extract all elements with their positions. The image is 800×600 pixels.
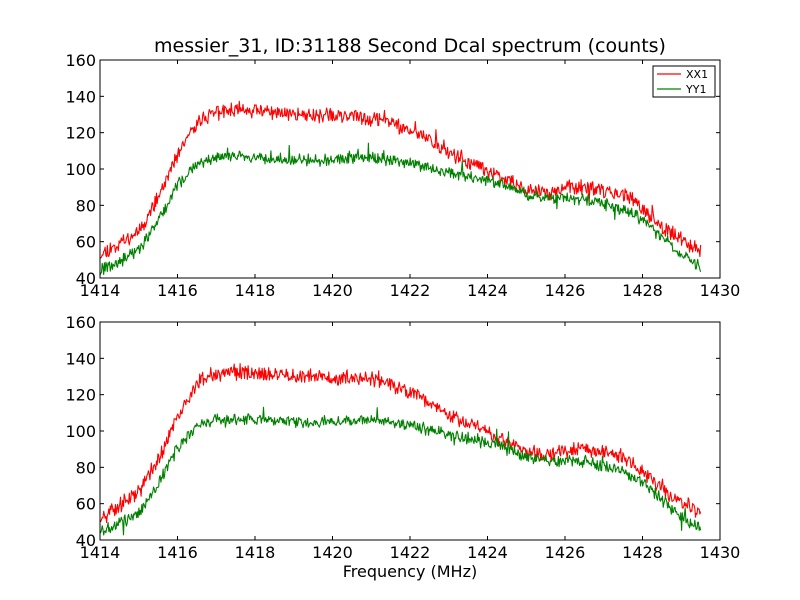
lower-plot-ticks: 1414 1416 1418 1420 1422 1424 1426 1428 1430 40 60… (65, 313, 740, 562)
y-tick-label: 80 (76, 196, 96, 215)
x-tick-label: 1414 (80, 281, 121, 300)
y-tick-label: 140 (65, 349, 96, 368)
x-tick-label: 1426 (545, 543, 586, 562)
x-tick-label: 1420 (312, 281, 353, 300)
series-line-yy1 (99, 142, 702, 276)
x-tick-label: 1428 (622, 543, 663, 562)
x-tick-label: 1422 (390, 281, 431, 300)
upper-plot-frame (99, 59, 721, 279)
y-tick-label: 120 (65, 124, 96, 143)
x-axis-label: Frequency (MHz) (343, 562, 477, 581)
chart-title: messier_31, ID:31188 Second Dcal spectru… (154, 35, 666, 57)
upper-plot-ticks: 1414 1416 1418 1420 1422 1424 1426 1428 1430 40 60… (65, 51, 740, 300)
y-tick-label: 60 (76, 495, 96, 514)
y-tick-label: 60 (76, 233, 96, 252)
x-tick-label: 1414 (80, 543, 121, 562)
x-tick-label: 1430 (700, 281, 741, 300)
y-tick-label: 100 (65, 422, 96, 441)
x-tick-label: 1430 (700, 543, 741, 562)
y-tick-label: 160 (65, 313, 96, 332)
y-tick-label: 160 (65, 51, 96, 70)
y-tick-label: 100 (65, 160, 96, 179)
series-line-xx1 (99, 100, 702, 260)
x-tick-label: 1416 (157, 543, 198, 562)
x-tick-label: 1426 (545, 281, 586, 300)
y-tick-label: 120 (65, 386, 96, 405)
legend-label-yy1: YY1 (685, 83, 706, 96)
x-tick-label: 1418 (235, 543, 276, 562)
legend-box (652, 65, 716, 98)
x-tick-label: 1428 (622, 281, 663, 300)
lower-plot: 1414 1416 1418 1420 1422 1424 1426 1428 1430 40 60… (65, 313, 740, 562)
x-tick-label: 1418 (235, 281, 276, 300)
y-tick-label: 80 (76, 458, 96, 477)
lower-plot-frame (99, 321, 721, 541)
lower-plot-series (99, 363, 702, 536)
upper-plot: 1414 1416 1418 1420 1422 1424 1426 1428 1430 40 60… (65, 51, 740, 300)
x-tick-label: 1420 (312, 543, 353, 562)
upper-plot-series (99, 100, 702, 276)
x-tick-label: 1424 (467, 543, 508, 562)
y-tick-label: 140 (65, 87, 96, 106)
x-tick-label: 1422 (390, 543, 431, 562)
y-tick-label: 40 (76, 269, 96, 288)
series-line-red (100, 363, 702, 524)
legend: XX1 YY1 (652, 65, 716, 98)
legend-label-xx1: XX1 (686, 68, 708, 81)
series-line-green (99, 406, 702, 536)
x-tick-label: 1424 (467, 281, 508, 300)
y-tick-label: 40 (76, 531, 96, 550)
x-tick-label: 1416 (157, 281, 198, 300)
